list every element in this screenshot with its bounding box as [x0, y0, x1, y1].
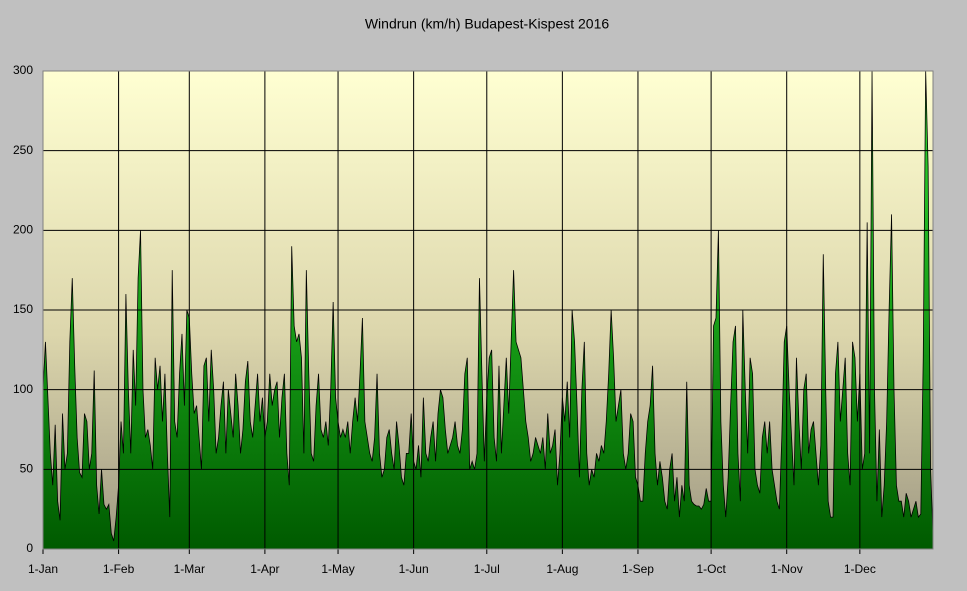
x-tick-label: 1-Jun: [399, 562, 429, 576]
area-line: [42, 70, 934, 542]
y-tick-label: 100: [13, 382, 33, 396]
x-tick-label: 1-Nov: [771, 562, 803, 576]
y-tick-label: 300: [13, 63, 33, 77]
x-tick-label: 1-Sep: [622, 562, 654, 576]
x-tick-label: 1-Mar: [174, 562, 205, 576]
x-tick-label: 1-Feb: [103, 562, 135, 576]
y-tick-label: 0: [26, 541, 33, 555]
x-tick-label: 1-Aug: [546, 562, 578, 576]
area: [43, 71, 933, 549]
y-tick-label: 50: [20, 462, 34, 476]
x-tick-label: 1-May: [321, 562, 354, 576]
chart-title: Windrun (km/h) Budapest-Kispest 2016: [365, 16, 610, 32]
x-tick-label: 1-Apr: [250, 562, 279, 576]
y-tick-label: 150: [13, 302, 33, 316]
x-tick-label: 1-Oct: [696, 562, 726, 576]
x-tick-label: 1-Jul: [474, 562, 500, 576]
y-tick-label: 250: [13, 143, 33, 157]
x-tick-label: 1-Jan: [28, 562, 58, 576]
y-tick-label: 200: [13, 223, 33, 237]
plot-border: [42, 70, 934, 550]
x-tick-label: 1-Dec: [844, 562, 876, 576]
